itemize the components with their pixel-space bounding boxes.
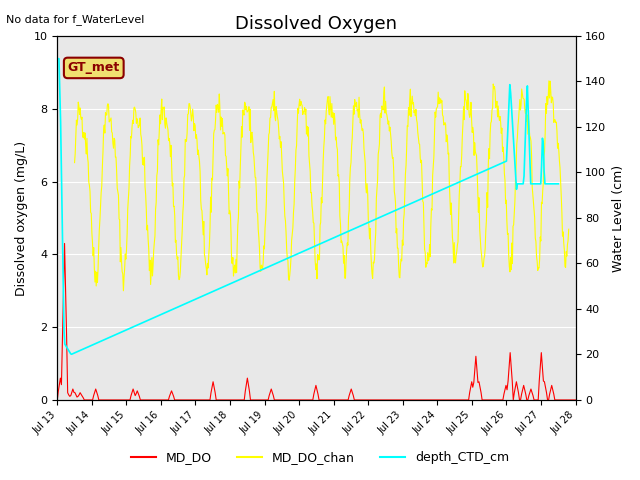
depth_CTD_cm	[389, 209, 397, 215]
depth_CTD_cm	[68, 351, 76, 357]
MD_DO	[363, 397, 371, 403]
Title: Dissolved Oxygen: Dissolved Oxygen	[236, 15, 397, 33]
MD_DO	[53, 397, 61, 403]
Text: GT_met: GT_met	[68, 61, 120, 74]
MD_DO_chan	[371, 240, 379, 246]
MD_DO_chan	[70, 160, 78, 166]
depth_CTD_cm	[53, 56, 61, 61]
MD_DO	[572, 397, 579, 403]
MD_DO_chan	[358, 128, 366, 133]
depth_CTD_cm	[349, 226, 357, 232]
depth_CTD_cm	[554, 181, 562, 187]
Line: depth_CTD_cm: depth_CTD_cm	[57, 59, 558, 354]
MD_DO	[61, 240, 68, 246]
depth_CTD_cm	[431, 190, 439, 195]
MD_DO_chan	[545, 78, 553, 84]
MD_DO_chan	[120, 288, 127, 294]
Line: MD_DO_chan: MD_DO_chan	[74, 81, 569, 291]
MD_DO	[335, 397, 342, 403]
Text: No data for f_WaterLevel: No data for f_WaterLevel	[6, 14, 145, 25]
Legend: MD_DO, MD_DO_chan, depth_CTD_cm: MD_DO, MD_DO_chan, depth_CTD_cm	[126, 446, 514, 469]
MD_DO_chan	[101, 130, 109, 136]
MD_DO	[304, 397, 312, 403]
Y-axis label: Water Level (cm): Water Level (cm)	[612, 164, 625, 272]
Line: MD_DO: MD_DO	[57, 243, 575, 400]
MD_DO_chan	[446, 195, 454, 201]
MD_DO	[301, 397, 308, 403]
MD_DO_chan	[565, 227, 573, 232]
MD_DO_chan	[497, 120, 504, 125]
MD_DO	[479, 397, 487, 403]
depth_CTD_cm	[183, 300, 191, 306]
depth_CTD_cm	[143, 318, 150, 324]
MD_DO_chan	[386, 124, 394, 130]
depth_CTD_cm	[281, 257, 289, 263]
MD_DO	[561, 397, 568, 403]
Y-axis label: Dissolved oxygen (mg/L): Dissolved oxygen (mg/L)	[15, 140, 28, 296]
